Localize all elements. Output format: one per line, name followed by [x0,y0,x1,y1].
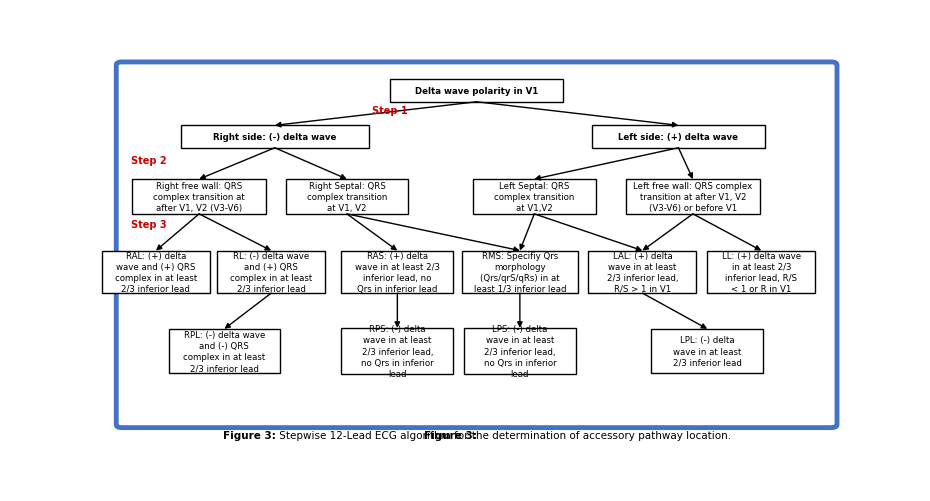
Text: LL: (+) delta wave
in at least 2/3
inferior lead, R/S
< 1 or R in V1: LL: (+) delta wave in at least 2/3 infer… [722,251,801,294]
FancyBboxPatch shape [391,79,564,103]
FancyBboxPatch shape [181,126,368,148]
Text: Left free wall: QRS complex
transition at after V1, V2
(V3-V6) or before V1: Left free wall: QRS complex transition a… [633,181,752,212]
Text: Figure 3:: Figure 3: [424,430,476,440]
FancyBboxPatch shape [462,251,578,294]
Text: Right Septal: QRS
complex transition
at V1, V2: Right Septal: QRS complex transition at … [307,181,387,212]
FancyBboxPatch shape [651,329,764,374]
Text: RAL: (+) delta
wave and (+) QRS
complex in at least
2/3 inferior lead: RAL: (+) delta wave and (+) QRS complex … [114,251,197,294]
FancyBboxPatch shape [473,180,595,214]
Text: RMS: Specifiy Qrs
morphology
(Qrs/qrS/qRs) in at
least 1/3 inferior lead: RMS: Specifiy Qrs morphology (Qrs/qrS/qR… [473,251,566,294]
Text: LAL: (+) delta
wave in at least
2/3 inferior lead,
R/S > 1 in V1: LAL: (+) delta wave in at least 2/3 infe… [606,251,678,294]
FancyBboxPatch shape [217,251,326,294]
FancyBboxPatch shape [286,180,408,214]
Text: RPS: (-) delta
wave in at least
2/3 inferior lead,
no Qrs in inferior
lead: RPS: (-) delta wave in at least 2/3 infe… [361,325,433,378]
Text: Delta wave polarity in V1: Delta wave polarity in V1 [415,87,538,96]
Text: RPL: (-) delta wave
and (-) QRS
complex in at least
2/3 inferior lead: RPL: (-) delta wave and (-) QRS complex … [183,330,265,372]
Text: Figure 3:: Figure 3: [222,430,275,440]
FancyBboxPatch shape [341,251,453,294]
FancyBboxPatch shape [101,251,210,294]
Text: Left Septal: QRS
complex transition
at V1,V2: Left Septal: QRS complex transition at V… [494,181,575,212]
FancyBboxPatch shape [116,63,837,428]
Text: Right side: (-) delta wave: Right side: (-) delta wave [213,133,337,142]
FancyBboxPatch shape [168,329,280,374]
Text: Step 2: Step 2 [130,155,166,165]
Text: LPS: (-) delta
wave in at least
2/3 inferior lead,
no Qrs in inferior
lead: LPS: (-) delta wave in at least 2/3 infe… [484,325,556,378]
Text: Step 3: Step 3 [130,219,166,229]
FancyBboxPatch shape [464,328,576,375]
Text: Stepwise 12-Lead ECG algorithm for the determination of accessory pathway locati: Stepwise 12-Lead ECG algorithm for the d… [275,430,731,440]
Text: Right free wall: QRS
complex transition at
after V1, V2 (V3-V6): Right free wall: QRS complex transition … [153,181,245,212]
FancyBboxPatch shape [341,328,453,375]
Text: RL: (-) delta wave
and (+) QRS
complex in at least
2/3 inferior lead: RL: (-) delta wave and (+) QRS complex i… [230,251,312,294]
Text: LPL: (-) delta
wave in at least
2/3 inferior lead: LPL: (-) delta wave in at least 2/3 infe… [672,336,742,367]
Text: RAS: (+) delta
wave in at least 2/3
inferior lead, no
Qrs in inferior lead: RAS: (+) delta wave in at least 2/3 infe… [355,251,440,294]
Text: Left side: (+) delta wave: Left side: (+) delta wave [618,133,738,142]
FancyBboxPatch shape [592,126,764,148]
FancyBboxPatch shape [589,251,697,294]
FancyBboxPatch shape [626,180,760,214]
FancyBboxPatch shape [707,251,816,294]
Text: Step 1: Step 1 [372,106,407,116]
FancyBboxPatch shape [132,180,266,214]
